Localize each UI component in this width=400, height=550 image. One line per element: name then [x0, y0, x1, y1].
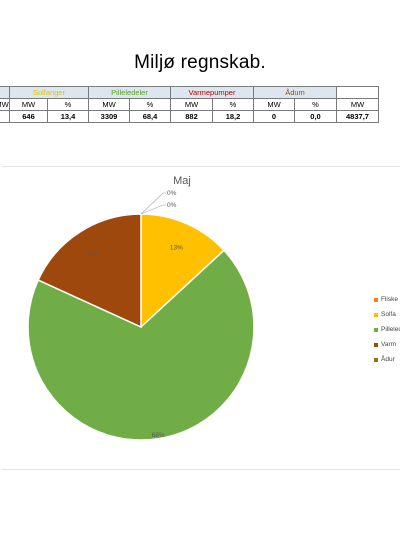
data-label--dum: 0%: [167, 202, 177, 209]
leader-line-flisfyr: [140, 192, 166, 215]
leader-line--dum: [140, 204, 166, 215]
header-cell-solfanger: Solfanger: [9, 86, 89, 99]
legend-swatch: [374, 312, 378, 317]
chart-title: Maj: [173, 175, 191, 187]
data-label-flisfyr: 0%: [167, 190, 177, 197]
data-label-varmepumper: 18%: [87, 251, 100, 258]
pie-slice-solfanger: [140, 213, 226, 329]
value-cell: 68,4: [129, 110, 171, 123]
legend-label: Ådur: [381, 356, 395, 363]
pie-slice-pilleledeler: [27, 249, 255, 441]
header-cell-total: [336, 86, 379, 99]
chart-legend: Fliske Solfa Pilleled Varm Ådur: [374, 292, 400, 367]
legend-label: Varm: [381, 341, 397, 348]
legend-item: Varm: [374, 337, 400, 352]
legend-swatch: [374, 342, 378, 347]
legend-label: Solfa: [381, 311, 396, 318]
legend-item: Fliske: [374, 292, 400, 307]
data-label-solfanger: 13%: [170, 244, 183, 251]
header-cell-varmepumper: Varmepumper: [170, 86, 254, 99]
table-values-row: 646 13,4 3309 68,4 882 18,2 0 0,0 4837,7: [0, 110, 379, 123]
legend-item: Solfa: [374, 307, 400, 322]
header-cell-pilleledeler: Pilleledeler: [88, 86, 171, 99]
value-cell: 4837,7: [336, 110, 379, 123]
legend-label: Pilleled: [381, 326, 400, 333]
chart-area: [2, 166, 400, 470]
summary-table: Solfanger Pilleledeler Varmepumper Ådum …: [0, 86, 379, 123]
legend-swatch: [374, 327, 378, 332]
legend-swatch: [374, 297, 378, 302]
table-header-row: Solfanger Pilleledeler Varmepumper Ådum: [0, 86, 379, 99]
pie-slice-varmepumper: [37, 213, 142, 329]
value-cell: 0: [253, 110, 295, 123]
page-title: Miljø regnskab.: [134, 52, 266, 73]
header-cell-adum: Ådum: [253, 86, 337, 99]
data-label-pilleledeler: 68%: [152, 432, 165, 439]
legend-label: Fliske: [381, 296, 398, 303]
legend-item: Pilleled: [374, 322, 400, 337]
legend-item: Ådur: [374, 352, 400, 367]
legend-swatch: [374, 357, 378, 362]
